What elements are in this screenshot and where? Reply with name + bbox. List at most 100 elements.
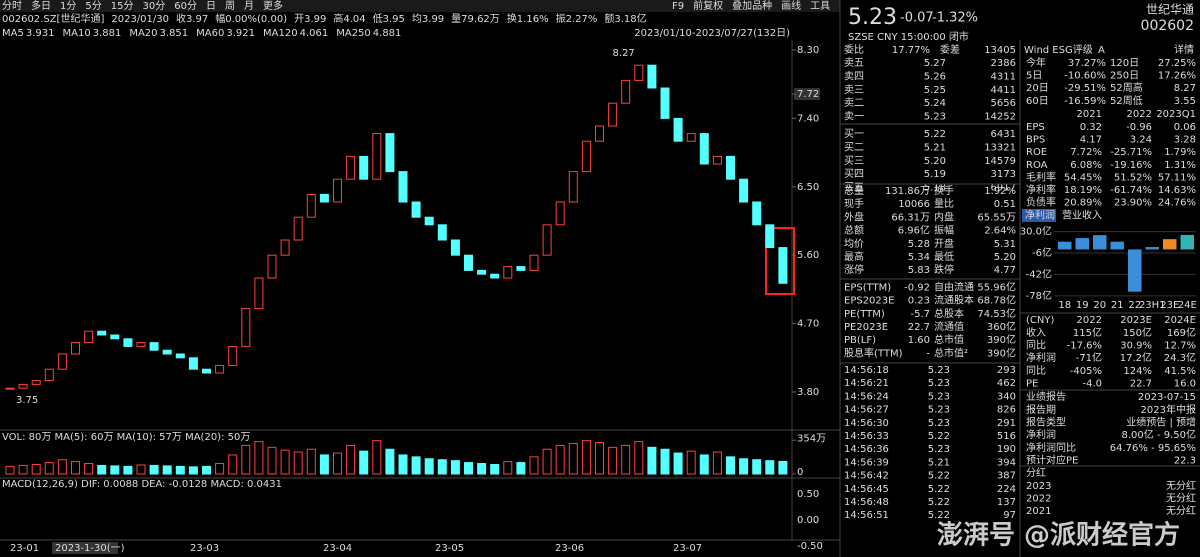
info-item: 量79.62万 (451, 13, 500, 25)
candle (411, 201, 421, 218)
period-tab[interactable]: 日 (206, 1, 216, 12)
period-tab[interactable]: 5分 (85, 0, 101, 12)
stat-cell: 360亿 (987, 320, 1016, 333)
volume-bar (175, 465, 185, 475)
fin-cell: -19.16% (1110, 160, 1152, 171)
period-tab[interactable]: 60分 (174, 0, 197, 12)
period-tab[interactable]: 30分 (142, 0, 165, 12)
volume-bar (5, 465, 15, 475)
tick-time: 14:56:48 (844, 497, 889, 508)
period-tab[interactable]: 月 (244, 0, 254, 12)
volume-bar (778, 460, 788, 475)
forecast-cell: 净利润 (1026, 351, 1056, 364)
ma-name: MA10 (62, 28, 90, 39)
x-tick-label: 21 (1111, 300, 1124, 311)
tick-time: 14:56:24 (844, 391, 889, 402)
period-tab[interactable]: 多日 (31, 0, 51, 12)
macd-tick-label: 0.50 (797, 489, 819, 500)
x-tick-label: 23H1 (1139, 300, 1166, 311)
candle (372, 133, 382, 180)
forecast-cell: -405% (1070, 366, 1102, 377)
volume-bar (765, 460, 775, 475)
order-price: 5.26 (924, 71, 946, 82)
stat-cell: 55.96亿 (977, 280, 1016, 293)
stat-cell: 内盘 (934, 210, 954, 223)
candle (555, 201, 565, 226)
tool-button[interactable]: 前复权 (693, 0, 723, 12)
y-tick-label: -78亿 (1026, 289, 1052, 302)
period-tab[interactable]: 分时 (2, 0, 22, 12)
volume-bar (608, 446, 618, 475)
candle (437, 224, 447, 241)
volume-bar (503, 461, 513, 475)
tick-time: 14:56:42 (844, 471, 889, 482)
report-label: 报告期 (1026, 403, 1056, 416)
tool-button[interactable]: F9 (672, 1, 684, 12)
forecast-cell: 22.7 (1130, 378, 1152, 389)
period-tab[interactable]: 更多 (263, 0, 283, 12)
candle (319, 193, 329, 203)
order-volume: 14579 (984, 156, 1016, 167)
highlight-box (765, 227, 795, 295)
tool-button[interactable]: 画线 (781, 0, 801, 12)
period-tab[interactable]: 周 (225, 0, 235, 12)
volume-bar (84, 463, 94, 475)
stat-cell: -5.7 (910, 309, 930, 320)
fin-head: 2021 (1077, 109, 1102, 120)
volume-bar (385, 448, 395, 475)
tick-volume: 462 (997, 378, 1016, 389)
perf-cell: 8.27 (1174, 83, 1196, 94)
period-tab[interactable]: 1分 (60, 0, 76, 12)
fin-cell: 51.52% (1114, 172, 1152, 183)
candle (424, 216, 434, 226)
tick-volume: 190 (997, 444, 1016, 455)
change-pct: -1.32% (932, 11, 978, 26)
ma-name: MA20 (129, 28, 157, 39)
stat-cell: -0.92 (904, 282, 930, 293)
candle (634, 64, 644, 81)
x-tick-label: 19 (1076, 300, 1089, 311)
order-price: 5.18 (924, 183, 946, 194)
candle (477, 269, 487, 275)
forecast-cell: 24.3亿 (1164, 351, 1196, 364)
period-tab[interactable]: 15分 (111, 0, 134, 12)
forecast-head: 2022 (1077, 315, 1102, 326)
perf-cell: 今年 (1026, 56, 1046, 69)
change: -0.07 (900, 11, 934, 26)
tick-price: 5.23 (928, 444, 950, 455)
volume-bar (18, 464, 28, 475)
tab-active[interactable] (1022, 209, 1056, 222)
volume-bar (686, 450, 696, 475)
bar (1128, 249, 1142, 292)
candle (57, 353, 67, 370)
tick-price: 5.23 (928, 418, 950, 429)
order-price: 5.19 (924, 169, 946, 180)
stat-cell: 4.77 (994, 265, 1016, 276)
tool-button[interactable]: 工具 (810, 0, 830, 12)
dividend-year: 2023 (1026, 481, 1051, 492)
candle (123, 338, 133, 347)
stat-cell: 5.28 (908, 239, 930, 250)
stat-cell: 总市值 (934, 333, 964, 346)
volume-bar (319, 454, 329, 475)
candle (726, 155, 735, 180)
ma-value: 3.881 (93, 28, 122, 39)
last-price: 5.23 (848, 5, 897, 30)
report-value: 8.00亿 - 9.50亿 (1122, 428, 1197, 441)
report-date: 2023-07-15 (1138, 392, 1196, 403)
stock-name: 世纪华通 (1146, 3, 1194, 17)
tool-button[interactable]: 叠加品种 (732, 0, 772, 12)
ma-value: 3.851 (160, 28, 189, 39)
candle (215, 364, 225, 374)
candle (699, 133, 709, 165)
forecast-cell: 16.0 (1174, 378, 1196, 389)
order-volume: 6917 (991, 183, 1016, 194)
y-tick-label: -42亿 (1026, 267, 1052, 280)
info-item: 换1.16% (507, 12, 549, 25)
ma-name: MA5 (2, 28, 24, 39)
order-label: 卖五 (844, 57, 864, 69)
candle (686, 133, 696, 142)
volume-bar (215, 463, 225, 475)
candle (503, 266, 513, 279)
bar (1058, 241, 1072, 250)
